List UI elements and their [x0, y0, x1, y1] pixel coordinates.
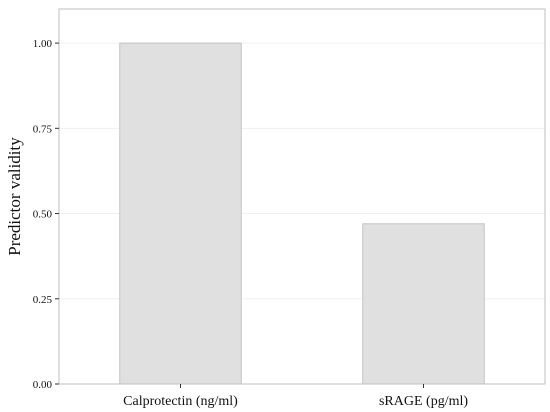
y-tick-label: 0.25 [33, 294, 53, 306]
y-tick-label: 0.50 [33, 209, 53, 221]
bars [119, 42, 485, 385]
y-tick-label: 1.00 [33, 38, 53, 50]
bar-0 [119, 42, 242, 385]
x-tick-label: sRAGE (pg/ml) [379, 394, 468, 409]
y-tick-label: 0.00 [33, 379, 53, 391]
bar-1 [362, 223, 485, 385]
y-axis: 0.00 0.25 0.50 0.75 1.00 [33, 38, 59, 391]
x-axis: Calprotectin (ng/ml) sRAGE (pg/ml) [123, 384, 468, 409]
x-tick-label: Calprotectin (ng/ml) [123, 394, 238, 409]
y-tick-label: 0.75 [33, 123, 53, 135]
plot-frame [58, 8, 546, 385]
y-axis-title: Predictor validity [5, 137, 24, 256]
